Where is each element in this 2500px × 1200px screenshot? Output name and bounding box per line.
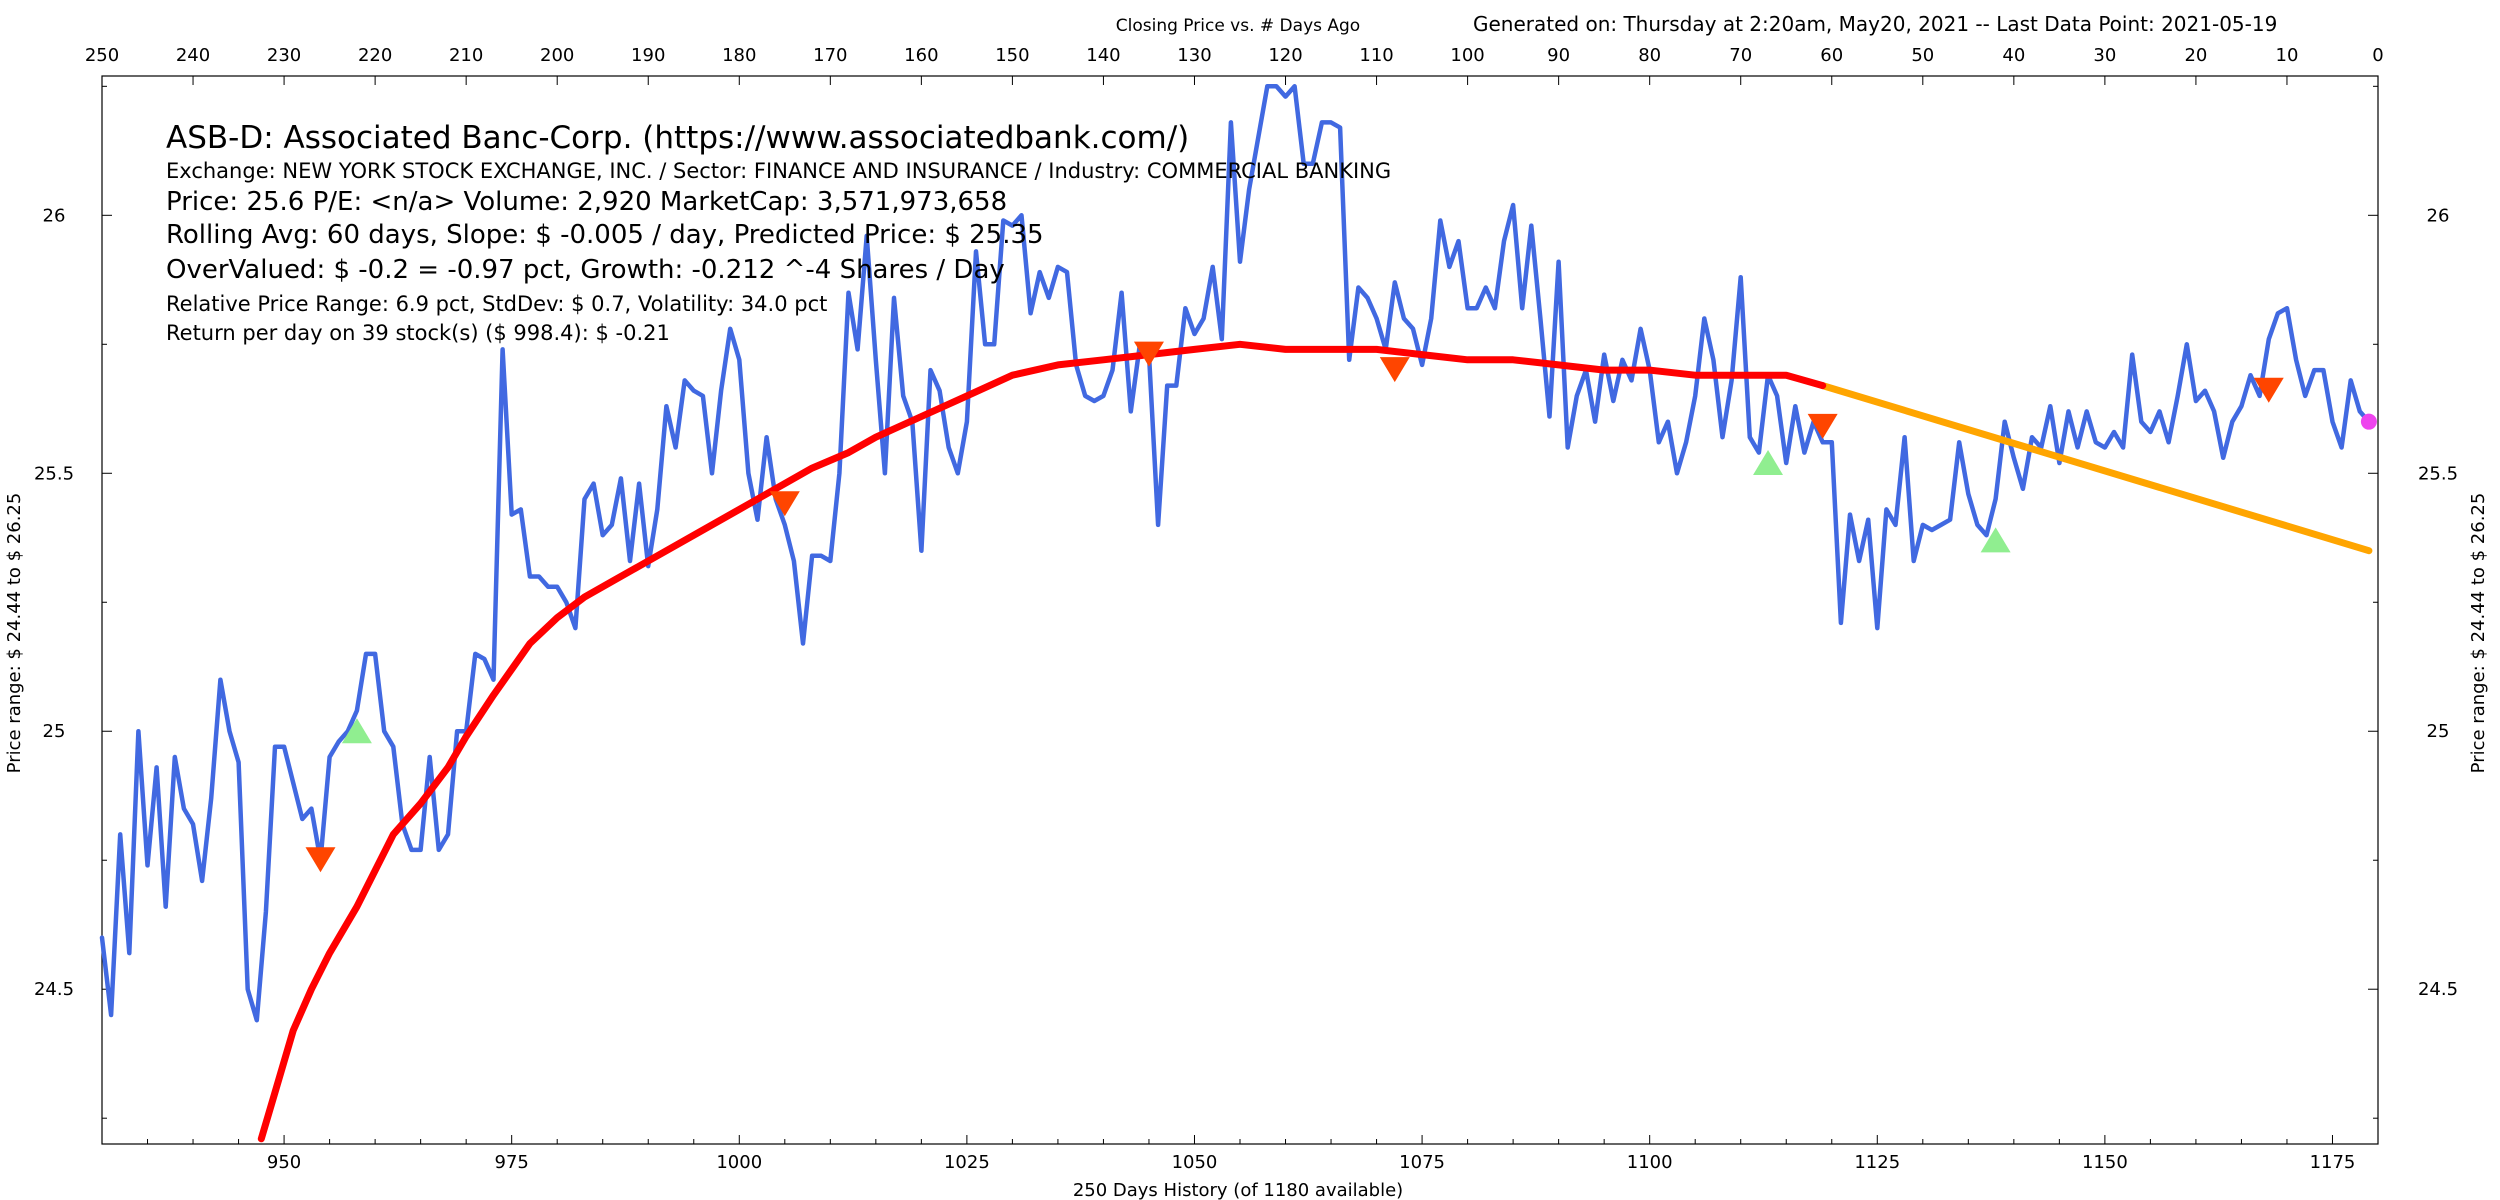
text-layer: Closing Price vs. # Days Ago Generated o… [4, 12, 2489, 1200]
info-return: Return per day on 39 stock(s) ($ 998.4):… [166, 321, 670, 345]
sell-signal-marker [769, 491, 800, 517]
top-tick-label: 190 [631, 45, 665, 66]
current-price-marker [2360, 413, 2377, 430]
top-tick-label: 10 [2276, 45, 2299, 66]
y-tick-label-left: 24.5 [34, 979, 74, 1000]
top-tick-label: 160 [904, 45, 938, 66]
x-tick-label: 975 [495, 1152, 529, 1173]
projection-line [1819, 382, 2373, 555]
y-tick-label-right: 25 [2427, 721, 2450, 742]
top-tick-label: 50 [1911, 45, 1934, 66]
y-tick-label-right: 24.5 [2418, 979, 2458, 1000]
buy-signal-marker [1753, 449, 1784, 475]
top-tick-label: 250 [85, 45, 119, 66]
y-tick-label-left: 25.5 [34, 463, 74, 484]
top-tick-label: 180 [722, 45, 756, 66]
x-tick-label: 1050 [1172, 1152, 1218, 1173]
y-axis-label-left: Price range: $ 24.44 to $ 26.25 [4, 493, 25, 774]
generated-note: Generated on: Thursday at 2:20am, May20,… [1473, 12, 2277, 36]
y-tick-label-right: 25.5 [2418, 463, 2458, 484]
top-tick-label: 240 [176, 45, 210, 66]
top-tick-label: 90 [1547, 45, 1570, 66]
x-tick-label: 1100 [1627, 1152, 1673, 1173]
top-tick-label: 150 [995, 45, 1029, 66]
top-tick-label: 30 [2093, 45, 2116, 66]
sell-signal-marker [1379, 357, 1410, 383]
info-price: Price: 25.6 P/E: <n/a> Volume: 2,920 Mar… [166, 187, 1007, 217]
sell-signal-marker [2253, 377, 2284, 403]
top-tick-label: 120 [1268, 45, 1302, 66]
rolling-avg-line [257, 340, 1827, 1143]
price-line [99, 84, 2372, 1023]
top-tick-label: 110 [1359, 45, 1393, 66]
sell-signal-marker [1133, 341, 1164, 367]
top-tick-label: 80 [1638, 45, 1661, 66]
x-tick-label: 1125 [1854, 1152, 1900, 1173]
x-tick-label: 1175 [2310, 1152, 2356, 1173]
buy-signal-marker [341, 718, 372, 744]
top-tick-label: 140 [1086, 45, 1120, 66]
top-tick-label: 70 [1729, 45, 1752, 66]
info-rolling-avg: Rolling Avg: 60 days, Slope: $ -0.005 / … [166, 220, 1044, 250]
top-tick-label: 230 [267, 45, 301, 66]
series-layer [99, 84, 2373, 1143]
x-tick-label: 1150 [2082, 1152, 2128, 1173]
info-ticker-title: ASB-D: Associated Banc-Corp. (https://ww… [166, 120, 1189, 156]
y-tick-label-left: 26 [43, 205, 66, 226]
top-tick-label: 60 [1820, 45, 1843, 66]
y-tick-label-right: 26 [2427, 205, 2450, 226]
y-tick-label-left: 25 [43, 721, 66, 742]
top-tick-label: 220 [358, 45, 392, 66]
buy-signal-marker [1980, 527, 2011, 553]
top-tick-label: 20 [2184, 45, 2207, 66]
y-axis-label-right: Price range: $ 24.44 to $ 26.25 [2468, 493, 2489, 774]
top-tick-label: 40 [2002, 45, 2025, 66]
chart-title: Closing Price vs. # Days Ago [1116, 16, 1360, 36]
top-tick-label: 200 [540, 45, 574, 66]
marker-layer [305, 341, 2377, 873]
top-tick-label: 170 [813, 45, 847, 66]
top-tick-label: 0 [2372, 45, 2383, 66]
top-tick-label: 100 [1450, 45, 1484, 66]
sell-signal-marker [305, 847, 336, 873]
top-tick-label: 130 [1177, 45, 1211, 66]
info-overvalued: OverValued: $ -0.2 = -0.97 pct, Growth: … [166, 255, 1005, 285]
info-exchange: Exchange: NEW YORK STOCK EXCHANGE, INC. … [166, 159, 1391, 183]
x-tick-label: 950 [267, 1152, 301, 1173]
axes: 950 975 1000 1025 1050 1075 1100 1125 1150 117525… [34, 45, 2458, 1173]
x-tick-label: 1000 [716, 1152, 762, 1173]
x-axis-label: 250 Days History (of 1180 available) [1073, 1180, 1403, 1200]
top-tick-label: 210 [449, 45, 483, 66]
x-tick-label: 1025 [944, 1152, 990, 1173]
sell-signal-marker [1807, 413, 1838, 439]
x-tick-label: 1075 [1399, 1152, 1445, 1173]
info-range: Relative Price Range: 6.9 pct, StdDev: $… [166, 292, 827, 316]
